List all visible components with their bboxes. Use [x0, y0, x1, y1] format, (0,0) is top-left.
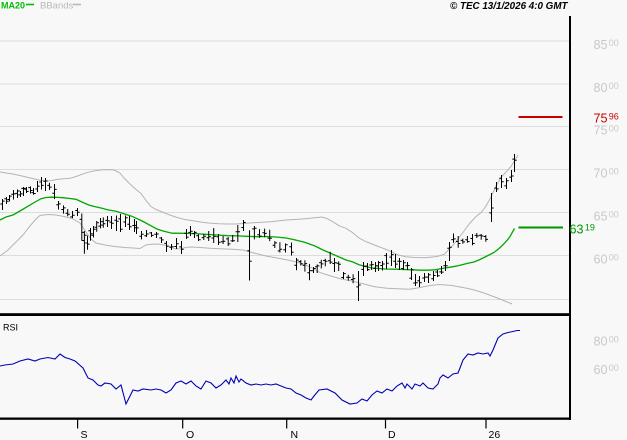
svg-text:N: N	[291, 429, 299, 440]
svg-text:O: O	[186, 429, 194, 440]
svg-text:26: 26	[489, 429, 501, 440]
svg-text:MA20: MA20	[1, 1, 25, 11]
svg-text:RSI: RSI	[3, 323, 18, 333]
svg-text:D: D	[388, 429, 396, 440]
svg-text:S: S	[81, 429, 88, 440]
svg-text:BBands: BBands	[40, 1, 74, 12]
svg-text:© TEC 13/1/2026 4:0 GMT: © TEC 13/1/2026 4:0 GMT	[450, 0, 569, 12]
